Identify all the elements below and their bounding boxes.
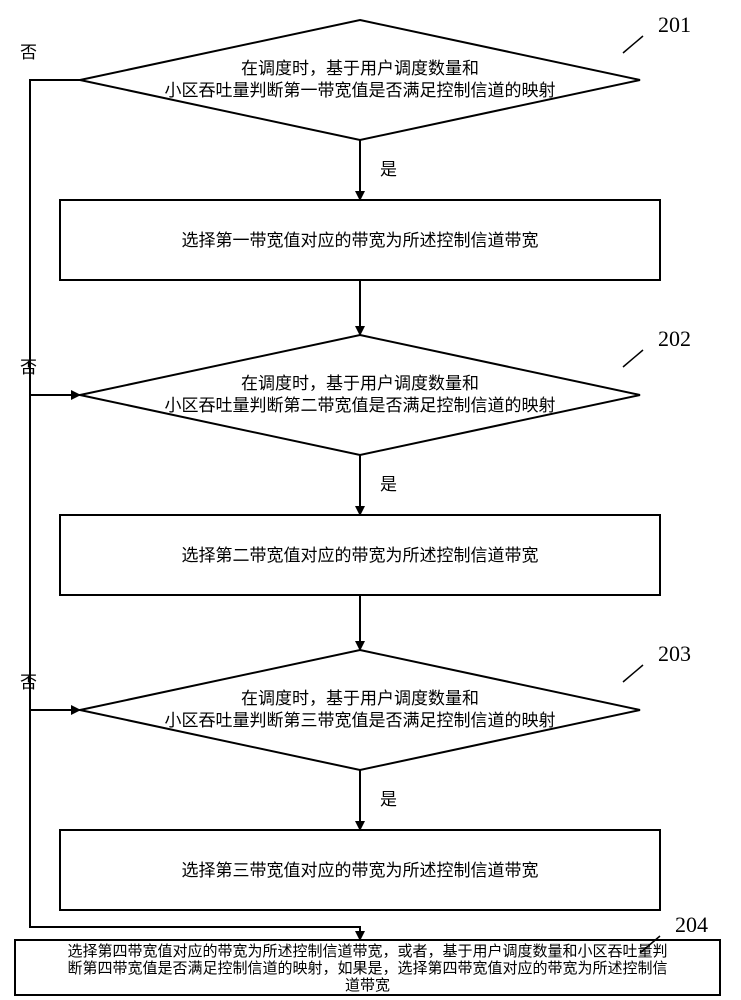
edge-label-d2-r2: 是 [380, 475, 397, 494]
edge-label-d2-d3: 否 [20, 358, 37, 377]
step-label-r4: 204 [675, 912, 708, 937]
decision-d3 [80, 650, 640, 770]
step-label-d1: 201 [658, 12, 691, 37]
edge-label-d1-d2: 否 [20, 43, 37, 62]
step-label-d3: 203 [658, 641, 691, 666]
edge-label-d3-r3: 是 [380, 790, 397, 809]
process-text-r3: 选择第三带宽值对应的带宽为所述控制信道带宽 [182, 861, 539, 880]
label-leader-d2 [623, 350, 643, 367]
process-text-r1: 选择第一带宽值对应的带宽为所述控制信道带宽 [182, 231, 539, 250]
label-leader-d3 [623, 665, 643, 682]
decision-d1 [80, 20, 640, 140]
edge-label-d1-r1: 是 [380, 160, 397, 179]
process-text-r2: 选择第二带宽值对应的带宽为所述控制信道带宽 [182, 546, 539, 565]
edge-label-d3-r4: 否 [20, 673, 37, 692]
decision-d2 [80, 335, 640, 455]
label-leader-d1 [623, 36, 643, 53]
step-label-d2: 202 [658, 326, 691, 351]
